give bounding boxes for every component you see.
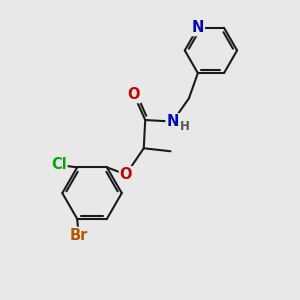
Text: H: H (180, 120, 190, 134)
Text: N: N (192, 20, 204, 35)
Text: Cl: Cl (51, 158, 67, 172)
Text: N: N (167, 114, 179, 129)
Text: Br: Br (70, 228, 88, 243)
Text: O: O (128, 87, 140, 102)
Text: O: O (120, 167, 132, 182)
